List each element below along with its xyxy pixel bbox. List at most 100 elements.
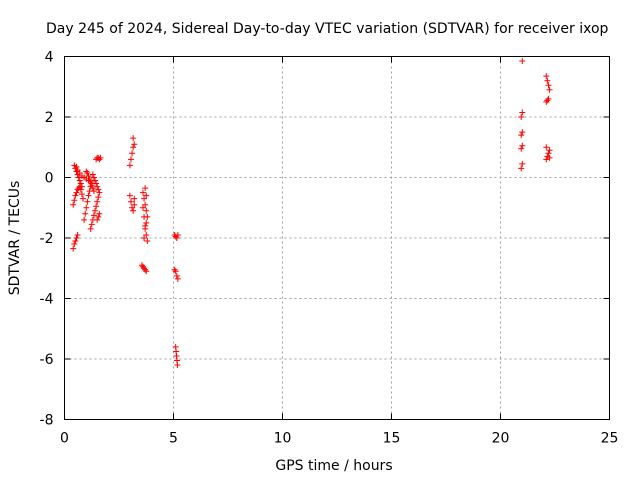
data-point [88,221,95,228]
x-axis-label: GPS time / hours [275,458,392,474]
y-tick-labels: -8 -6 -4 -2 0 2 4 [40,50,54,429]
grid-lines [64,56,610,420]
data-point [143,207,150,214]
data-point [139,189,146,196]
data-point [87,179,94,186]
data-point [519,58,526,65]
data-point [84,198,91,205]
data-point [83,204,90,211]
data-point [70,245,77,252]
data-point [519,160,526,167]
data-point [97,154,104,161]
data-points [70,58,553,369]
data-point [144,238,151,245]
data-point [544,97,551,104]
data-point [94,216,101,223]
data-point [141,213,148,220]
data-point [174,275,181,282]
data-point [78,183,85,190]
data-point [545,150,552,157]
data-point [92,177,99,184]
data-point [86,176,93,183]
data-point [80,195,87,202]
data-point [126,192,133,199]
data-point [142,185,149,192]
x-tick-label: 25 [601,431,619,447]
data-point [173,272,180,279]
data-point [130,207,137,214]
data-point [72,192,79,199]
data-point [130,135,137,142]
data-point [129,204,136,211]
data-point [90,212,97,219]
x-tick-label: 15 [383,431,401,447]
data-point [90,188,97,195]
data-point [93,180,100,187]
data-point [71,197,78,204]
data-point [77,186,84,193]
data-point [174,362,181,369]
data-point [131,201,138,208]
data-point [93,203,100,210]
data-point [95,194,102,201]
data-point [141,235,148,241]
data-point [543,73,550,80]
data-point [518,145,525,152]
data-point [544,77,551,84]
chart-title: Day 245 of 2024, Sidereal Day-to-day VTE… [46,21,609,37]
y-tick-label: -4 [40,292,54,308]
data-point [96,210,103,217]
data-point [72,238,79,245]
data-point [77,180,84,187]
data-point [173,235,180,241]
data-point [85,172,92,179]
data-point [518,165,525,172]
y-tick-label: -6 [40,352,54,368]
y-tick-label: 0 [45,171,54,187]
data-point [88,182,95,189]
data-point [76,169,83,176]
data-point [95,186,102,193]
data-point [89,171,96,178]
y-tick-label: 2 [45,110,54,126]
data-point [82,210,89,217]
data-point [129,150,136,157]
data-point [92,207,99,214]
y-tick-label: -8 [40,413,54,429]
data-point [142,222,149,229]
data-point [543,156,550,163]
data-point [518,114,525,120]
x-tick-labels: 0 5 10 15 20 25 [60,431,618,447]
data-point [172,268,179,275]
data-point [518,132,525,139]
data-point [87,225,94,232]
y-tick-label: -2 [40,231,54,247]
data-point [75,174,82,181]
plot-frame [64,56,610,420]
data-point [73,235,80,241]
y-axis-label: SDTVAR / TECUs [7,181,23,296]
data-point [139,204,146,211]
x-tick-label: 20 [492,431,510,447]
data-point [95,213,102,220]
data-point [85,192,92,199]
data-point [96,189,103,196]
data-point [142,201,149,208]
data-point [71,241,78,248]
data-point [76,177,83,184]
data-point [127,198,134,205]
data-point [519,109,526,116]
data-point [543,144,550,151]
data-point [519,142,526,149]
data-point [90,174,97,181]
data-point [70,201,77,208]
data-point [74,166,81,173]
data-point [78,191,85,198]
data-point [143,219,150,226]
data-point [130,144,137,151]
x-tick-label: 5 [169,431,178,447]
data-point [545,95,552,102]
data-point [127,156,134,163]
data-point [81,216,88,223]
